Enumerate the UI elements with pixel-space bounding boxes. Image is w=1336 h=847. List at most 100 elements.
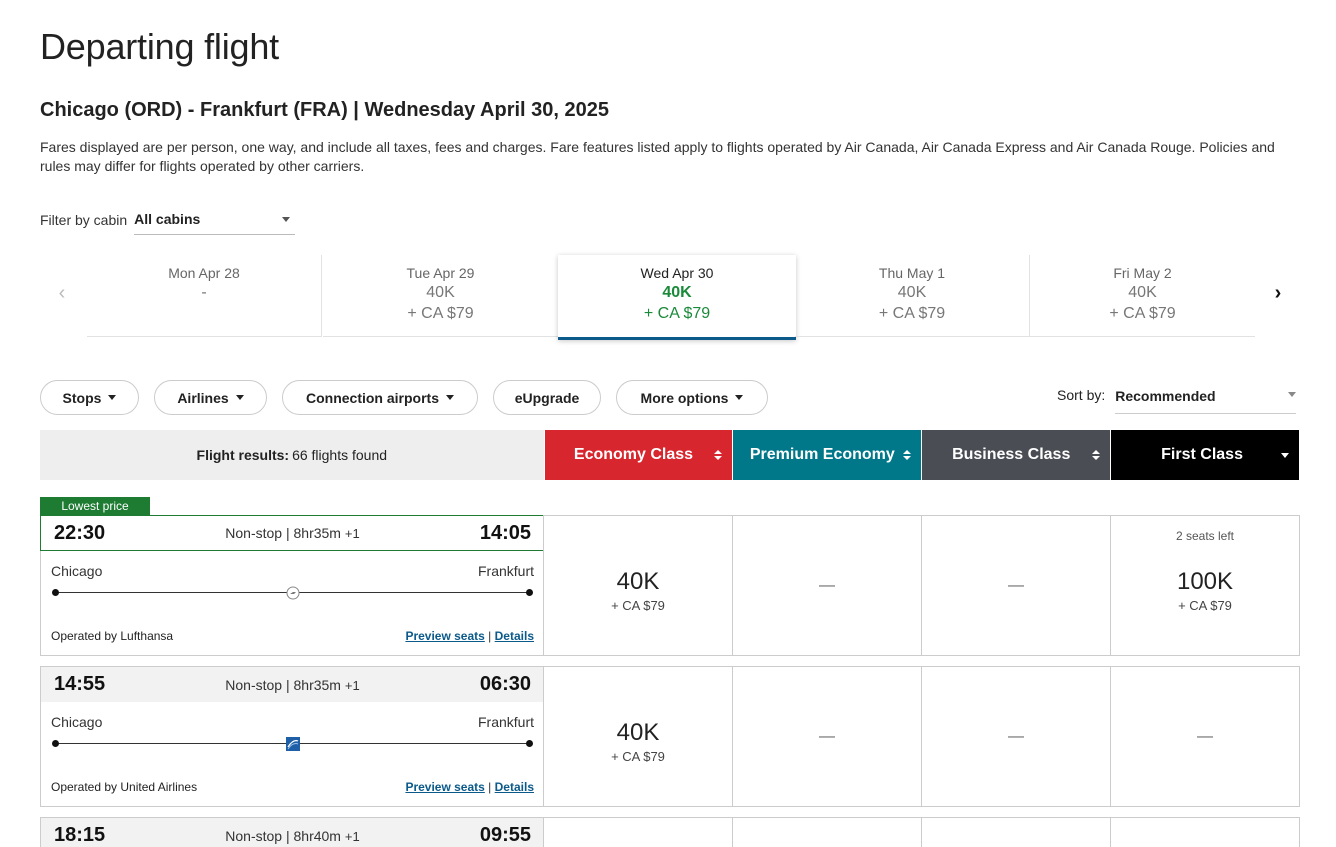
chevron-down-icon bbox=[282, 216, 291, 222]
date-option-thu-may-1[interactable]: Thu May 1 40K + CA $79 bbox=[795, 255, 1030, 337]
flight-footer: Operated by United Airlines Preview seat… bbox=[41, 776, 544, 798]
fare-unavailable: — bbox=[1008, 576, 1024, 594]
date-price-points: - bbox=[201, 284, 207, 301]
details-link[interactable]: Details bbox=[494, 780, 534, 794]
date-price-tax: + CA $79 bbox=[878, 305, 946, 322]
more-options-button[interactable]: More options bbox=[616, 380, 768, 415]
fare-first: — bbox=[1110, 666, 1300, 807]
connection-airports-filter-button[interactable]: Connection airports bbox=[282, 380, 478, 415]
sort-icon bbox=[903, 450, 912, 460]
cabin-name: Business Class bbox=[952, 446, 1071, 463]
origin-dot bbox=[52, 589, 59, 596]
cabin-filter-select[interactable]: All cabins bbox=[134, 204, 296, 235]
date-price-tax: + CA $79 bbox=[643, 305, 711, 322]
date-option-fri-may-2[interactable]: Fri May 2 40K + CA $79 bbox=[1030, 255, 1255, 337]
cabin-header-business[interactable]: Business Class bbox=[922, 430, 1111, 480]
link-separator: | bbox=[488, 780, 492, 794]
preview-seats-link[interactable]: Preview seats bbox=[405, 780, 485, 794]
date-label: Wed Apr 30 bbox=[640, 265, 714, 281]
cabin-header-economy[interactable]: Economy Class bbox=[544, 430, 733, 480]
fare-unavailable: — bbox=[819, 727, 835, 745]
flight-row: 14:55 Non-stop | 8hr35m +1 06:30 Chicago… bbox=[40, 666, 1300, 807]
chevron-right-icon: › bbox=[1274, 281, 1282, 304]
link-separator: | bbox=[488, 629, 492, 643]
flight-duration: Non-stop | 8hr40m +1 bbox=[225, 827, 360, 844]
united-icon bbox=[286, 737, 300, 751]
stops-filter-button[interactable]: Stops bbox=[40, 380, 139, 415]
date-option-mon-apr-28[interactable]: Mon Apr 28 - bbox=[87, 255, 322, 337]
fare-tax: + CA $79 bbox=[1178, 598, 1232, 613]
origin-city: Chicago bbox=[51, 714, 103, 730]
sort-control: Sort by: Recommended bbox=[1057, 380, 1297, 414]
preview-seats-link[interactable]: Preview seats bbox=[405, 629, 485, 643]
fare-business: — bbox=[921, 666, 1111, 807]
flight-results-count: 66 flights found bbox=[292, 447, 388, 463]
fare-unavailable: — bbox=[1008, 727, 1024, 745]
origin-city: Chicago bbox=[51, 563, 103, 579]
fare-economy[interactable]: 40K + CA $79 bbox=[543, 666, 733, 807]
fare-points: 100K bbox=[1176, 568, 1234, 595]
cabin-header-first[interactable]: First Class bbox=[1111, 430, 1299, 480]
cabin-name: Economy Class bbox=[573, 446, 694, 463]
cabin-filter-label: Filter by cabin bbox=[40, 211, 128, 228]
arrival-time: 06:30 bbox=[479, 673, 531, 695]
chevron-down-icon bbox=[735, 395, 744, 400]
date-price-points: 40K bbox=[426, 284, 455, 301]
previous-dates-button[interactable]: ‹ bbox=[52, 282, 72, 304]
details-link[interactable]: Details bbox=[494, 629, 534, 643]
flight-route-line bbox=[51, 734, 534, 754]
route-title: Chicago (ORD) - Frankfurt (FRA) | Wednes… bbox=[40, 99, 610, 121]
flight-info: 18:15 Non-stop | 8hr40m +1 09:55 bbox=[40, 817, 544, 847]
next-dates-button[interactable]: › bbox=[1268, 281, 1288, 304]
flight-footer: Operated by Lufthansa Preview seats | De… bbox=[41, 625, 544, 647]
destination-city: Frankfurt bbox=[477, 563, 534, 579]
chevron-down-icon bbox=[108, 395, 117, 400]
cabin-name: Premium Economy bbox=[749, 446, 895, 463]
connection-airports-label: Connection airports bbox=[305, 389, 439, 406]
date-price-points: 40K bbox=[662, 284, 692, 301]
destination-city: Frankfurt bbox=[477, 714, 534, 730]
fare-economy[interactable] bbox=[543, 817, 733, 847]
sort-icon bbox=[714, 450, 723, 460]
date-option-wed-apr-30[interactable]: Wed Apr 30 40K + CA $79 bbox=[558, 255, 796, 340]
fare-points: 40K bbox=[616, 719, 660, 746]
flight-route-line bbox=[51, 583, 534, 603]
fare-tax: + CA $79 bbox=[611, 749, 665, 764]
flight-times: 14:55 Non-stop | 8hr35m +1 06:30 bbox=[41, 667, 544, 702]
departure-time: 14:55 bbox=[54, 673, 106, 695]
fare-first[interactable]: 2 seats left 100K + CA $79 bbox=[1110, 515, 1300, 656]
fare-economy[interactable]: 40K + CA $79 bbox=[543, 515, 733, 656]
date-carousel: ‹ Mon Apr 28 - Tue Apr 29 40K + CA $79 W… bbox=[40, 255, 1300, 341]
date-price-tax: + CA $79 bbox=[1109, 305, 1176, 322]
eupgrade-label: eUpgrade bbox=[514, 389, 580, 406]
fare-tax: + CA $79 bbox=[611, 598, 665, 613]
date-option-tue-apr-29[interactable]: Tue Apr 29 40K + CA $79 bbox=[323, 255, 558, 337]
lowest-price-badge: Lowest price bbox=[40, 497, 150, 515]
date-price-points: 40K bbox=[897, 284, 927, 301]
cabin-header-premium-economy[interactable]: Premium Economy bbox=[733, 430, 922, 480]
fare-premium-economy: — bbox=[732, 666, 922, 807]
cabin-name: First Class bbox=[1161, 446, 1243, 463]
fare-premium-economy bbox=[732, 817, 922, 847]
date-price-tax: + CA $79 bbox=[407, 305, 474, 322]
flight-times: 22:30 Non-stop | 8hr35m +1 14:05 bbox=[40, 515, 545, 551]
flight-info: 14:55 Non-stop | 8hr35m +1 06:30 Chicago… bbox=[40, 666, 544, 807]
chevron-down-icon bbox=[1288, 392, 1297, 397]
eupgrade-filter-button[interactable]: eUpgrade bbox=[493, 380, 601, 415]
sort-select[interactable]: Recommended bbox=[1115, 380, 1297, 414]
date-label: Tue Apr 29 bbox=[406, 265, 475, 281]
flight-row: 22:30 Non-stop | 8hr35m +1 14:05 Chicago… bbox=[40, 515, 1300, 656]
cabin-filter: Filter by cabin All cabins bbox=[40, 204, 296, 235]
chevron-down-icon bbox=[235, 395, 244, 400]
departure-time: 18:15 bbox=[54, 824, 106, 846]
fare-first bbox=[1110, 817, 1300, 847]
more-options-label: More options bbox=[640, 389, 729, 406]
flight-row: 18:15 Non-stop | 8hr40m +1 09:55 bbox=[40, 817, 1300, 847]
sort-icon bbox=[1092, 450, 1101, 460]
destination-dot bbox=[526, 589, 533, 596]
departure-time: 22:30 bbox=[54, 521, 106, 544]
fare-premium-economy: — bbox=[732, 515, 922, 656]
arrival-time: 09:55 bbox=[479, 824, 531, 846]
fare-unavailable: — bbox=[819, 576, 835, 594]
airlines-filter-button[interactable]: Airlines bbox=[154, 380, 267, 415]
